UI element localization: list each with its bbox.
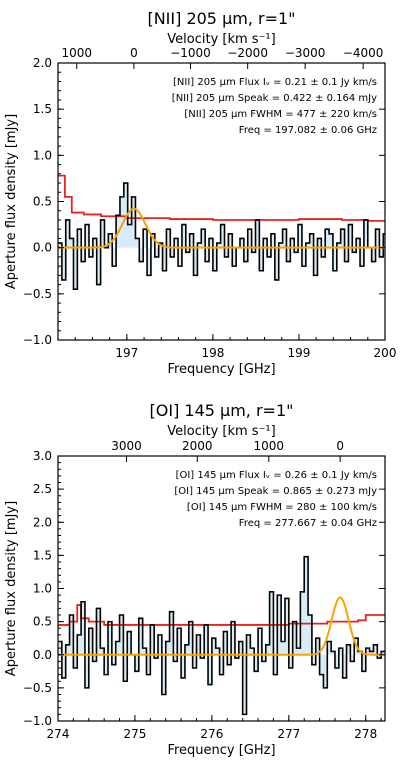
x-axis-label: Frequency [GHz] (167, 362, 275, 377)
x-tick-label: 278 (354, 727, 377, 741)
top-axis-label: Velocity [km s⁻¹] (167, 32, 275, 47)
fit-annotation: [NII] 205 μm Speak = 0.422 ± 0.164 mJy (172, 93, 377, 104)
gaussian-fit-line (58, 596, 385, 656)
y-tick-label: 0.5 (33, 195, 52, 209)
plot-frame (57, 62, 386, 341)
top-tick-label: 0 (130, 46, 138, 60)
plot-area (58, 555, 385, 716)
fit-annotation: [OI] 145 μm Flux Iᵥ = 0.26 ± 0.1 Jy km/s (176, 470, 377, 481)
gaussian-fit-line (58, 207, 385, 249)
fit-annotation: [OI] 145 μm FWHM = 280 ± 100 km/s (187, 502, 377, 513)
y-tick-label: 2.0 (33, 56, 52, 70)
x-axis-label: Frequency [GHz] (167, 743, 275, 758)
top-tick-label: −1000 (170, 46, 211, 60)
x-tick-label: 277 (277, 727, 300, 741)
top-tick-label: 1000 (254, 439, 285, 453)
chart-title: [OI] 145 μm, r=1" (150, 401, 294, 420)
y-tick-label: 2.5 (33, 482, 52, 496)
spectrum-fill (58, 183, 385, 290)
spectrum-line (58, 555, 385, 716)
y-tick-label: 1.5 (33, 548, 52, 562)
fit-annotation: Freq = 197.082 ± 0.06 GHz (239, 125, 377, 136)
y-tick-label: 1.0 (33, 582, 52, 596)
y-tick-label: 3.0 (33, 449, 52, 463)
noise-rms-line (58, 604, 385, 626)
y-tick-label: −0.5 (23, 287, 52, 301)
spectrum-line (58, 182, 385, 291)
top-tick-label: −3000 (285, 46, 326, 60)
y-tick-label: 1.0 (33, 148, 52, 162)
fit-annotation: [NII] 205 μm Flux Iᵥ = 0.21 ± 0.1 Jy km/… (173, 77, 377, 88)
y-tick-label: 1.5 (33, 102, 52, 116)
top-tick-label: 0 (336, 439, 344, 453)
fit-annotation: [OI] 145 μm Speak = 0.865 ± 0.273 mJy (174, 486, 377, 497)
plot-area (58, 174, 385, 291)
top-axis-label: Velocity [km s⁻¹] (167, 424, 275, 439)
noise-rms-line (58, 174, 385, 222)
chart-title: [NII] 205 μm, r=1" (147, 9, 295, 28)
top-tick-label: 3000 (111, 439, 142, 453)
panel-1: 197 198 199 200 −1.0 −0.5 0.0 0.5 1.0 1.5 2.0 1000 0… (4, 9, 396, 377)
x-tick-label: 199 (287, 346, 310, 360)
x-tick-label: 198 (201, 346, 224, 360)
x-tick-label: 275 (123, 727, 146, 741)
y-tick-label: 0.0 (33, 241, 52, 255)
y-tick-label: 0.0 (33, 648, 52, 662)
y-axis-label: Aperture flux density [mJy] (4, 501, 19, 676)
top-tick-label: −4000 (343, 46, 384, 60)
top-tick-label: −2000 (227, 46, 268, 60)
x-tick-label: 200 (374, 346, 397, 360)
x-tick-label: 276 (200, 727, 223, 741)
fit-annotation: Freq = 277.667 ± 0.04 GHz (239, 518, 377, 529)
y-tick-label: 2.0 (33, 515, 52, 529)
y-tick-label: −1.0 (23, 714, 52, 728)
y-tick-label: −0.5 (23, 681, 52, 695)
y-axis-label: Aperture flux density [mJy] (4, 114, 19, 289)
x-tick-label: 197 (115, 346, 138, 360)
spectrum-fill (58, 556, 385, 715)
y-tick-label: −1.0 (23, 333, 52, 347)
y-tick-label: 0.5 (33, 615, 52, 629)
fit-annotation: [NII] 205 μm FWHM = 477 ± 220 km/s (184, 109, 377, 120)
panel-2: 274 275 276 277 278 −1.0 −0.5 0.0 0.5 1.0 1.5 2.0 2.… (4, 401, 386, 758)
x-tick-label: 274 (47, 727, 70, 741)
top-tick-label: 1000 (61, 46, 92, 60)
top-tick-label: 2000 (182, 439, 213, 453)
